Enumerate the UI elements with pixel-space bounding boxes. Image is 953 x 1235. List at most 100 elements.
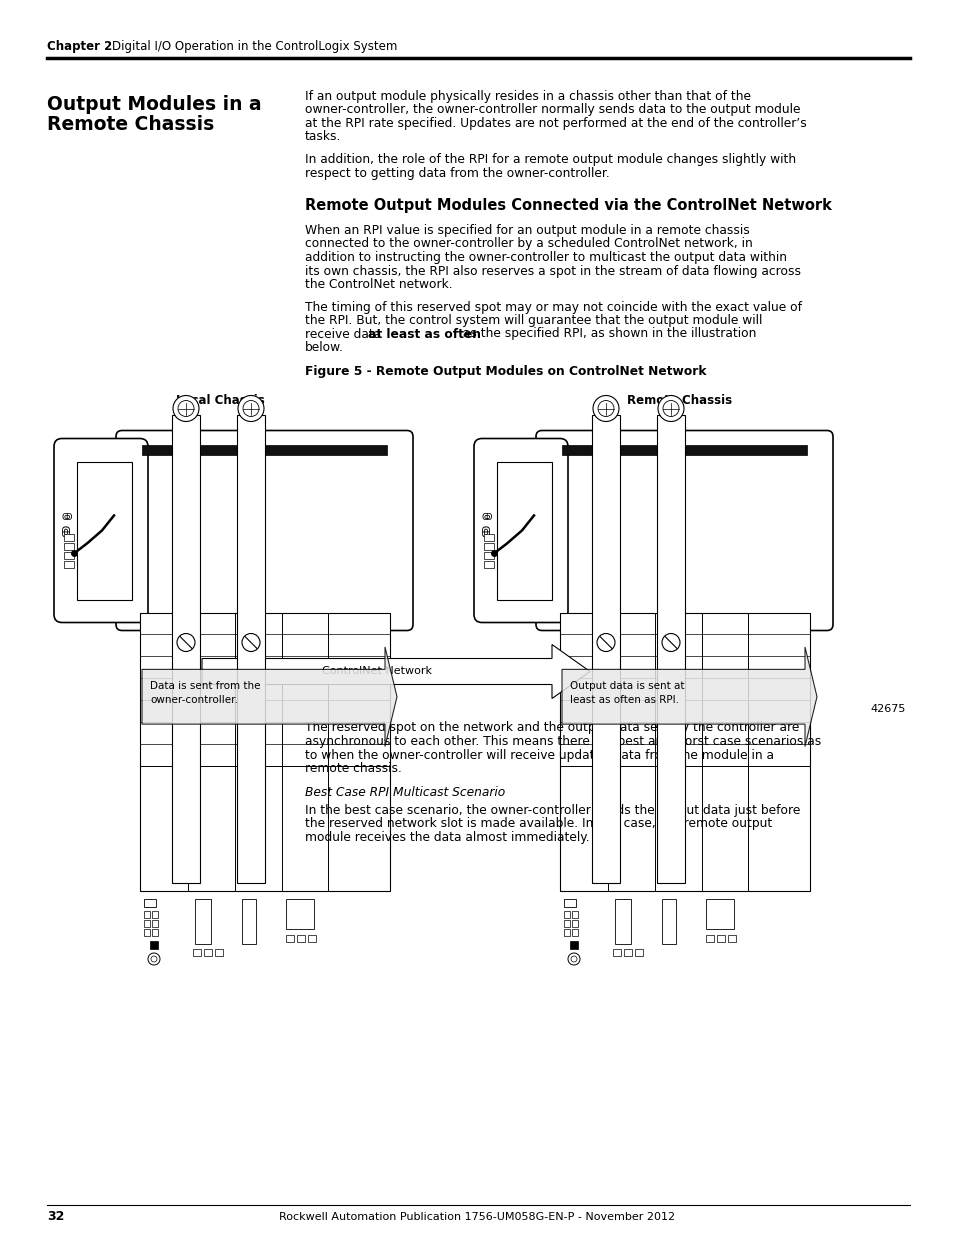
Text: at the RPI rate specified. Updates are not performed at the end of the controlle: at the RPI rate specified. Updates are n… bbox=[305, 117, 806, 130]
Circle shape bbox=[658, 395, 683, 421]
Bar bbox=[613, 948, 620, 956]
Text: ControlNet Network: ControlNet Network bbox=[322, 667, 432, 677]
Bar bbox=[635, 948, 642, 956]
Text: connected to the owner-controller by a scheduled ControlNet network, in: connected to the owner-controller by a s… bbox=[305, 237, 752, 251]
Bar bbox=[661, 626, 679, 636]
Bar bbox=[242, 626, 260, 636]
Bar bbox=[483, 535, 494, 541]
Bar bbox=[242, 899, 255, 944]
Bar bbox=[561, 445, 806, 454]
Bar bbox=[727, 935, 735, 942]
Text: owner-controller, the owner-controller normally sends data to the output module: owner-controller, the owner-controller n… bbox=[305, 104, 800, 116]
FancyBboxPatch shape bbox=[116, 431, 413, 631]
Text: owner-controller.: owner-controller. bbox=[150, 695, 237, 705]
Text: addition to instructing the owner-controller to multicast the output data within: addition to instructing the owner-contro… bbox=[305, 251, 786, 264]
Text: Output data is sent at: Output data is sent at bbox=[569, 680, 684, 690]
Text: ↂ: ↂ bbox=[62, 525, 71, 537]
Text: receive data: receive data bbox=[305, 327, 385, 341]
Bar bbox=[497, 462, 552, 599]
Text: Data is sent from the: Data is sent from the bbox=[150, 680, 260, 690]
Text: ↂ: ↂ bbox=[62, 514, 72, 522]
Bar bbox=[559, 613, 809, 890]
Circle shape bbox=[567, 953, 579, 965]
Bar bbox=[483, 552, 494, 559]
Text: When an RPI value is specified for an output module in a remote chassis: When an RPI value is specified for an ou… bbox=[305, 224, 749, 237]
Bar bbox=[144, 920, 150, 927]
Text: Remote Output Modules Connected via the ControlNet Network: Remote Output Modules Connected via the … bbox=[305, 198, 831, 212]
Bar bbox=[144, 911, 150, 918]
Bar bbox=[150, 941, 158, 948]
FancyBboxPatch shape bbox=[536, 431, 832, 631]
Text: respect to getting data from the owner-controller.: respect to getting data from the owner-c… bbox=[305, 167, 609, 179]
Bar bbox=[592, 415, 619, 883]
Bar bbox=[64, 552, 74, 559]
Circle shape bbox=[571, 956, 577, 962]
Circle shape bbox=[172, 395, 199, 421]
Text: In the best case scenario, the owner-controller sends the output data just befor: In the best case scenario, the owner-con… bbox=[305, 804, 800, 818]
Bar bbox=[286, 935, 294, 942]
Bar bbox=[572, 911, 578, 918]
Bar bbox=[563, 920, 569, 927]
Text: Remote Chassis: Remote Chassis bbox=[627, 394, 732, 408]
Text: as the specified RPI, as shown in the illustration: as the specified RPI, as shown in the il… bbox=[458, 327, 756, 341]
Bar bbox=[563, 911, 569, 918]
Bar bbox=[569, 941, 578, 948]
Bar bbox=[623, 948, 631, 956]
Bar bbox=[152, 929, 158, 936]
Bar bbox=[172, 415, 200, 883]
Text: the reserved network slot is made available. In this case, the remote output: the reserved network slot is made availa… bbox=[305, 818, 771, 830]
Circle shape bbox=[243, 400, 258, 416]
Bar bbox=[140, 613, 390, 890]
Text: Digital I/O Operation in the ControlLogix System: Digital I/O Operation in the ControlLogi… bbox=[112, 40, 397, 53]
Bar bbox=[563, 899, 576, 906]
Circle shape bbox=[237, 395, 264, 421]
Circle shape bbox=[242, 634, 260, 652]
Circle shape bbox=[151, 956, 157, 962]
Circle shape bbox=[598, 400, 614, 416]
Bar bbox=[144, 929, 150, 936]
Bar bbox=[661, 899, 676, 944]
Circle shape bbox=[177, 634, 194, 652]
Bar bbox=[296, 935, 305, 942]
Text: Chapter 2: Chapter 2 bbox=[47, 40, 112, 53]
Bar bbox=[483, 543, 494, 551]
Text: Remote Chassis: Remote Chassis bbox=[47, 115, 214, 135]
Text: If an output module physically resides in a chassis other than that of the: If an output module physically resides i… bbox=[305, 90, 750, 103]
Circle shape bbox=[593, 395, 618, 421]
Text: Local Chassis: Local Chassis bbox=[175, 394, 264, 408]
Bar bbox=[194, 899, 211, 944]
FancyBboxPatch shape bbox=[54, 438, 148, 622]
Circle shape bbox=[662, 400, 679, 416]
Circle shape bbox=[597, 634, 615, 652]
Bar bbox=[152, 920, 158, 927]
Text: the ControlNet network.: the ControlNet network. bbox=[305, 278, 452, 291]
Bar bbox=[193, 948, 201, 956]
Bar bbox=[286, 899, 314, 929]
Text: The timing of this reserved spot may or may not coincide with the exact value of: The timing of this reserved spot may or … bbox=[305, 300, 801, 314]
Text: Best Case RPI Multicast Scenario: Best Case RPI Multicast Scenario bbox=[305, 785, 505, 799]
Text: Rockwell Automation Publication 1756-UM058G-EN-P - November 2012: Rockwell Automation Publication 1756-UM0… bbox=[278, 1212, 675, 1221]
Circle shape bbox=[661, 634, 679, 652]
Text: The reserved spot on the network and the output data sent by the controller are: The reserved spot on the network and the… bbox=[305, 721, 799, 735]
Circle shape bbox=[178, 400, 193, 416]
Bar bbox=[204, 948, 212, 956]
Bar bbox=[308, 935, 315, 942]
Text: below.: below. bbox=[305, 341, 343, 354]
Bar bbox=[563, 929, 569, 936]
Text: ↂ: ↂ bbox=[481, 514, 492, 522]
Text: 32: 32 bbox=[47, 1210, 64, 1223]
Text: least as often as RPI.: least as often as RPI. bbox=[569, 695, 679, 705]
Bar bbox=[597, 626, 615, 636]
Bar bbox=[483, 561, 494, 568]
Text: the RPI. But, the control system will guarantee that the output module will: the RPI. But, the control system will gu… bbox=[305, 314, 761, 327]
Bar bbox=[142, 445, 387, 454]
Text: In addition, the role of the RPI for a remote output module changes slightly wit: In addition, the role of the RPI for a r… bbox=[305, 153, 796, 165]
Text: Output Modules in a: Output Modules in a bbox=[47, 95, 261, 114]
Circle shape bbox=[148, 953, 160, 965]
Bar bbox=[717, 935, 724, 942]
Bar bbox=[572, 920, 578, 927]
Text: at least as often: at least as often bbox=[368, 327, 480, 341]
Bar bbox=[572, 929, 578, 936]
Text: Figure 5 - Remote Output Modules on ControlNet Network: Figure 5 - Remote Output Modules on Cont… bbox=[305, 364, 706, 378]
FancyBboxPatch shape bbox=[474, 438, 567, 622]
